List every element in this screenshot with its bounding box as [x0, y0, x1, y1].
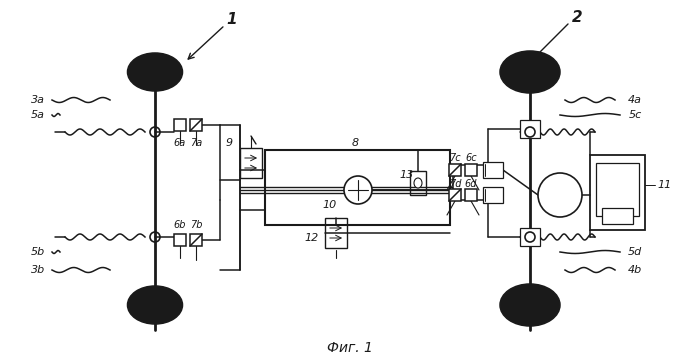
Text: 5b: 5b	[31, 247, 45, 257]
Bar	[465, 164, 477, 176]
Bar	[190, 119, 202, 131]
Text: 1: 1	[227, 12, 237, 28]
Ellipse shape	[500, 51, 560, 93]
Text: 12: 12	[305, 233, 319, 243]
Bar	[602, 208, 633, 224]
Bar	[465, 189, 477, 201]
Ellipse shape	[127, 53, 183, 91]
Bar	[449, 164, 461, 176]
Text: Фиг. 1: Фиг. 1	[327, 341, 373, 355]
Bar	[449, 189, 461, 201]
Circle shape	[344, 176, 372, 204]
Text: 6d: 6d	[465, 179, 477, 189]
Text: 10: 10	[323, 200, 337, 210]
Bar	[174, 234, 186, 246]
Text: 6b: 6b	[174, 220, 186, 230]
Bar	[240, 148, 262, 178]
Text: 3a: 3a	[31, 95, 45, 105]
Text: 7c: 7c	[449, 153, 461, 163]
Bar	[520, 120, 540, 138]
Text: 5d: 5d	[628, 247, 642, 257]
Ellipse shape	[127, 286, 183, 324]
Text: 9: 9	[225, 138, 232, 148]
Text: 5a: 5a	[31, 110, 45, 120]
Bar	[410, 171, 426, 195]
Text: 7a: 7a	[190, 138, 202, 148]
Text: 6c: 6c	[466, 153, 477, 163]
Ellipse shape	[500, 284, 560, 326]
Bar	[590, 155, 645, 230]
Text: 6a: 6a	[174, 138, 186, 148]
Text: 11: 11	[658, 180, 672, 190]
Text: 2: 2	[572, 11, 582, 25]
Bar	[174, 119, 186, 131]
Text: 7b: 7b	[190, 220, 202, 230]
Bar	[190, 234, 202, 246]
Bar	[325, 218, 347, 248]
Text: 8: 8	[351, 138, 358, 148]
Bar	[596, 163, 639, 216]
Text: 4b: 4b	[628, 265, 642, 275]
Bar	[520, 228, 540, 246]
Text: 7d: 7d	[449, 179, 461, 189]
Text: 13: 13	[400, 170, 414, 180]
Text: 5c: 5c	[629, 110, 642, 120]
Bar	[265, 150, 450, 225]
Bar	[483, 187, 503, 203]
Bar	[483, 162, 503, 178]
Ellipse shape	[414, 178, 422, 188]
Text: 3b: 3b	[31, 265, 45, 275]
Circle shape	[538, 173, 582, 217]
Text: 4a: 4a	[628, 95, 642, 105]
